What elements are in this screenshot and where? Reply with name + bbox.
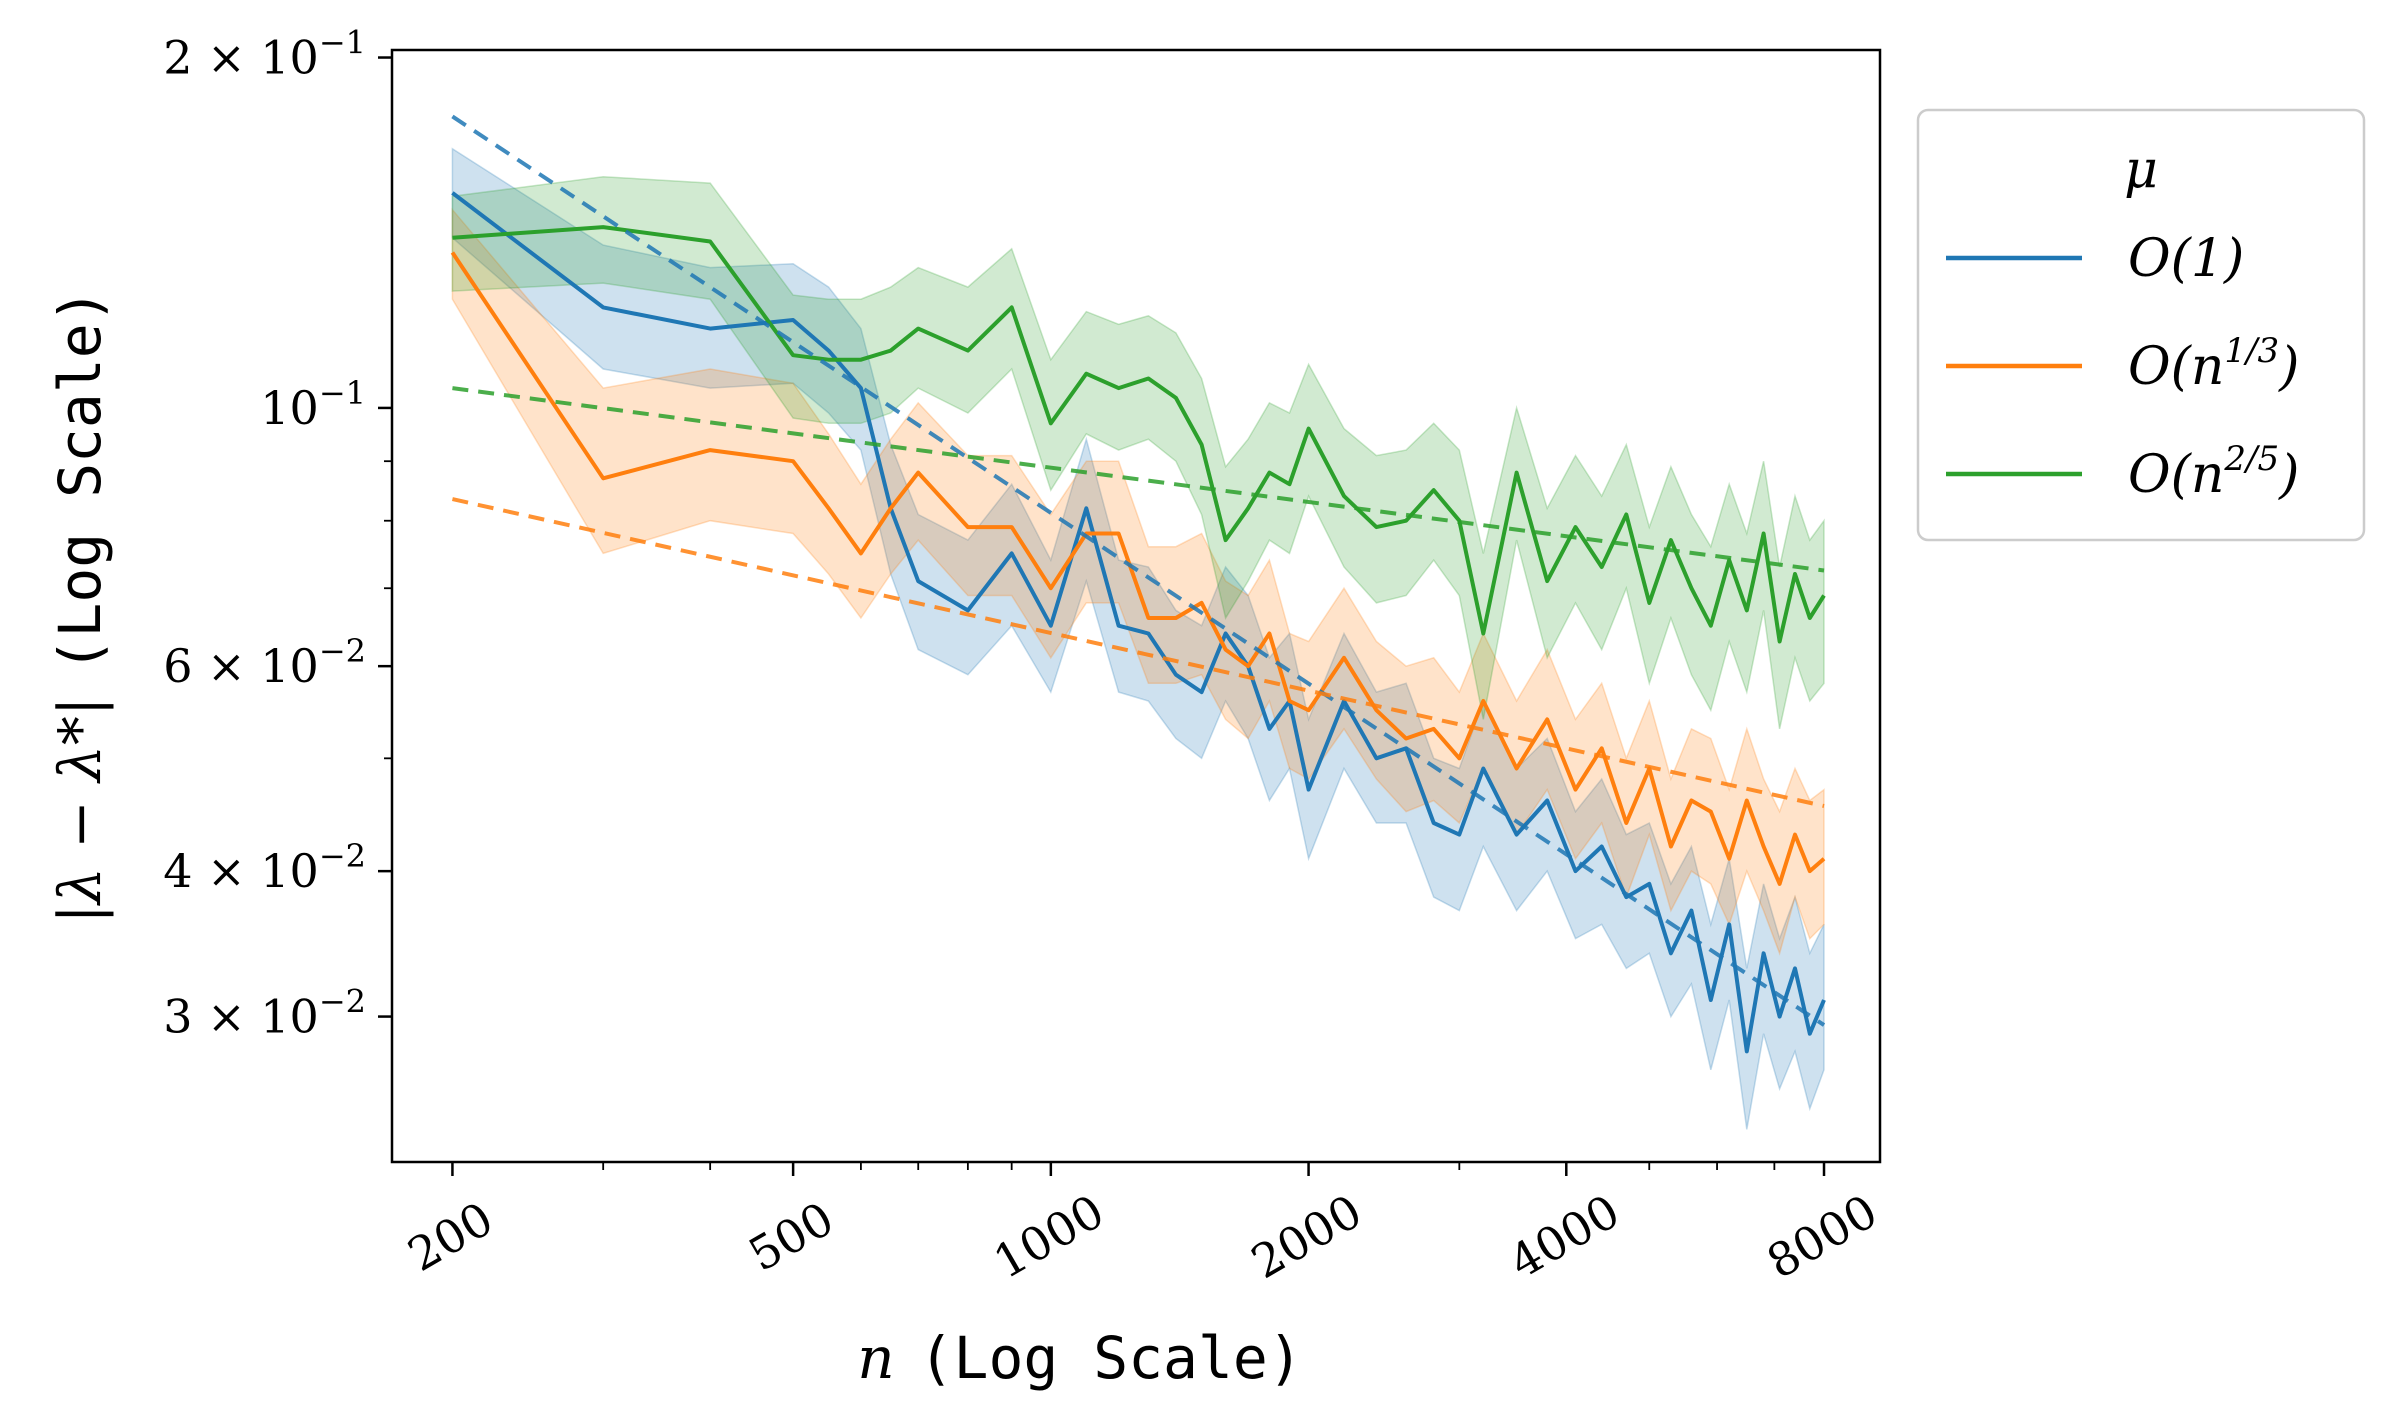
x-tick-label-1: 500 [740,1191,843,1282]
fit-line-series-0 [451,114,1826,1027]
y-axis-title: |λ − λ*| (Log Scale) [46,288,114,923]
y-tick-label-4: 3 × 10−2 [163,983,366,1044]
legend: μ O(1) O(n1/3) O(n2/5) [1916,108,2366,542]
band-series-1 [451,207,1825,956]
line-series-2 [452,225,1826,644]
legend-label-1: O(n1/3) [2128,331,2299,397]
band-series-2 [451,175,1825,730]
x-tick-label-3: 2000 [1242,1184,1370,1289]
y-axis-math: |λ − λ*| [46,697,114,924]
x-axis-var: n [857,1324,894,1392]
legend-label-0: O(1) [2128,229,2244,289]
plot-frame [390,48,1882,1164]
y-tick-label-0: 2 × 10−1 [163,24,366,85]
y-tick-label-2: 6 × 10−2 [163,632,366,693]
legend-entries: O(1) O(n1/3) O(n2/5) [1946,229,2299,505]
band-series-0 [451,147,1825,1130]
x-tick-label-4: 4000 [1500,1184,1628,1289]
fit-lines [451,114,1826,1027]
x-axis-title-rest: (Log Scale) [919,1324,1303,1392]
legend-frame [1916,108,2366,542]
fit-line-series-2 [452,386,1825,573]
line-series-0 [451,191,1826,1054]
legend-title: μ [2124,140,2158,200]
series-lines [450,191,1826,1054]
fit-line-series-1 [451,497,1825,808]
y-tick-label-3: 4 × 10−2 [163,837,366,898]
y-axis-ticks: 2 × 10−1 10−1 6 × 10−2 4 × 10−2 3 × 10−2 [163,24,392,1044]
x-tick-label-2: 1000 [985,1184,1113,1289]
line-series-1 [450,251,1826,886]
x-tick-label-0: 200 [399,1191,502,1282]
x-tick-label-5: 8000 [1758,1184,1886,1289]
confidence-bands [451,147,1825,1130]
legend-label-2: O(n2/5) [2128,439,2299,505]
y-tick-label-1: 10−1 [260,374,366,435]
y-axis-title-rest: (Log Scale) [46,288,114,672]
x-axis-ticks: 200 500 1000 2000 4000 8000 [399,1162,1886,1289]
x-axis-title: n (Log Scale) [857,1324,1302,1392]
